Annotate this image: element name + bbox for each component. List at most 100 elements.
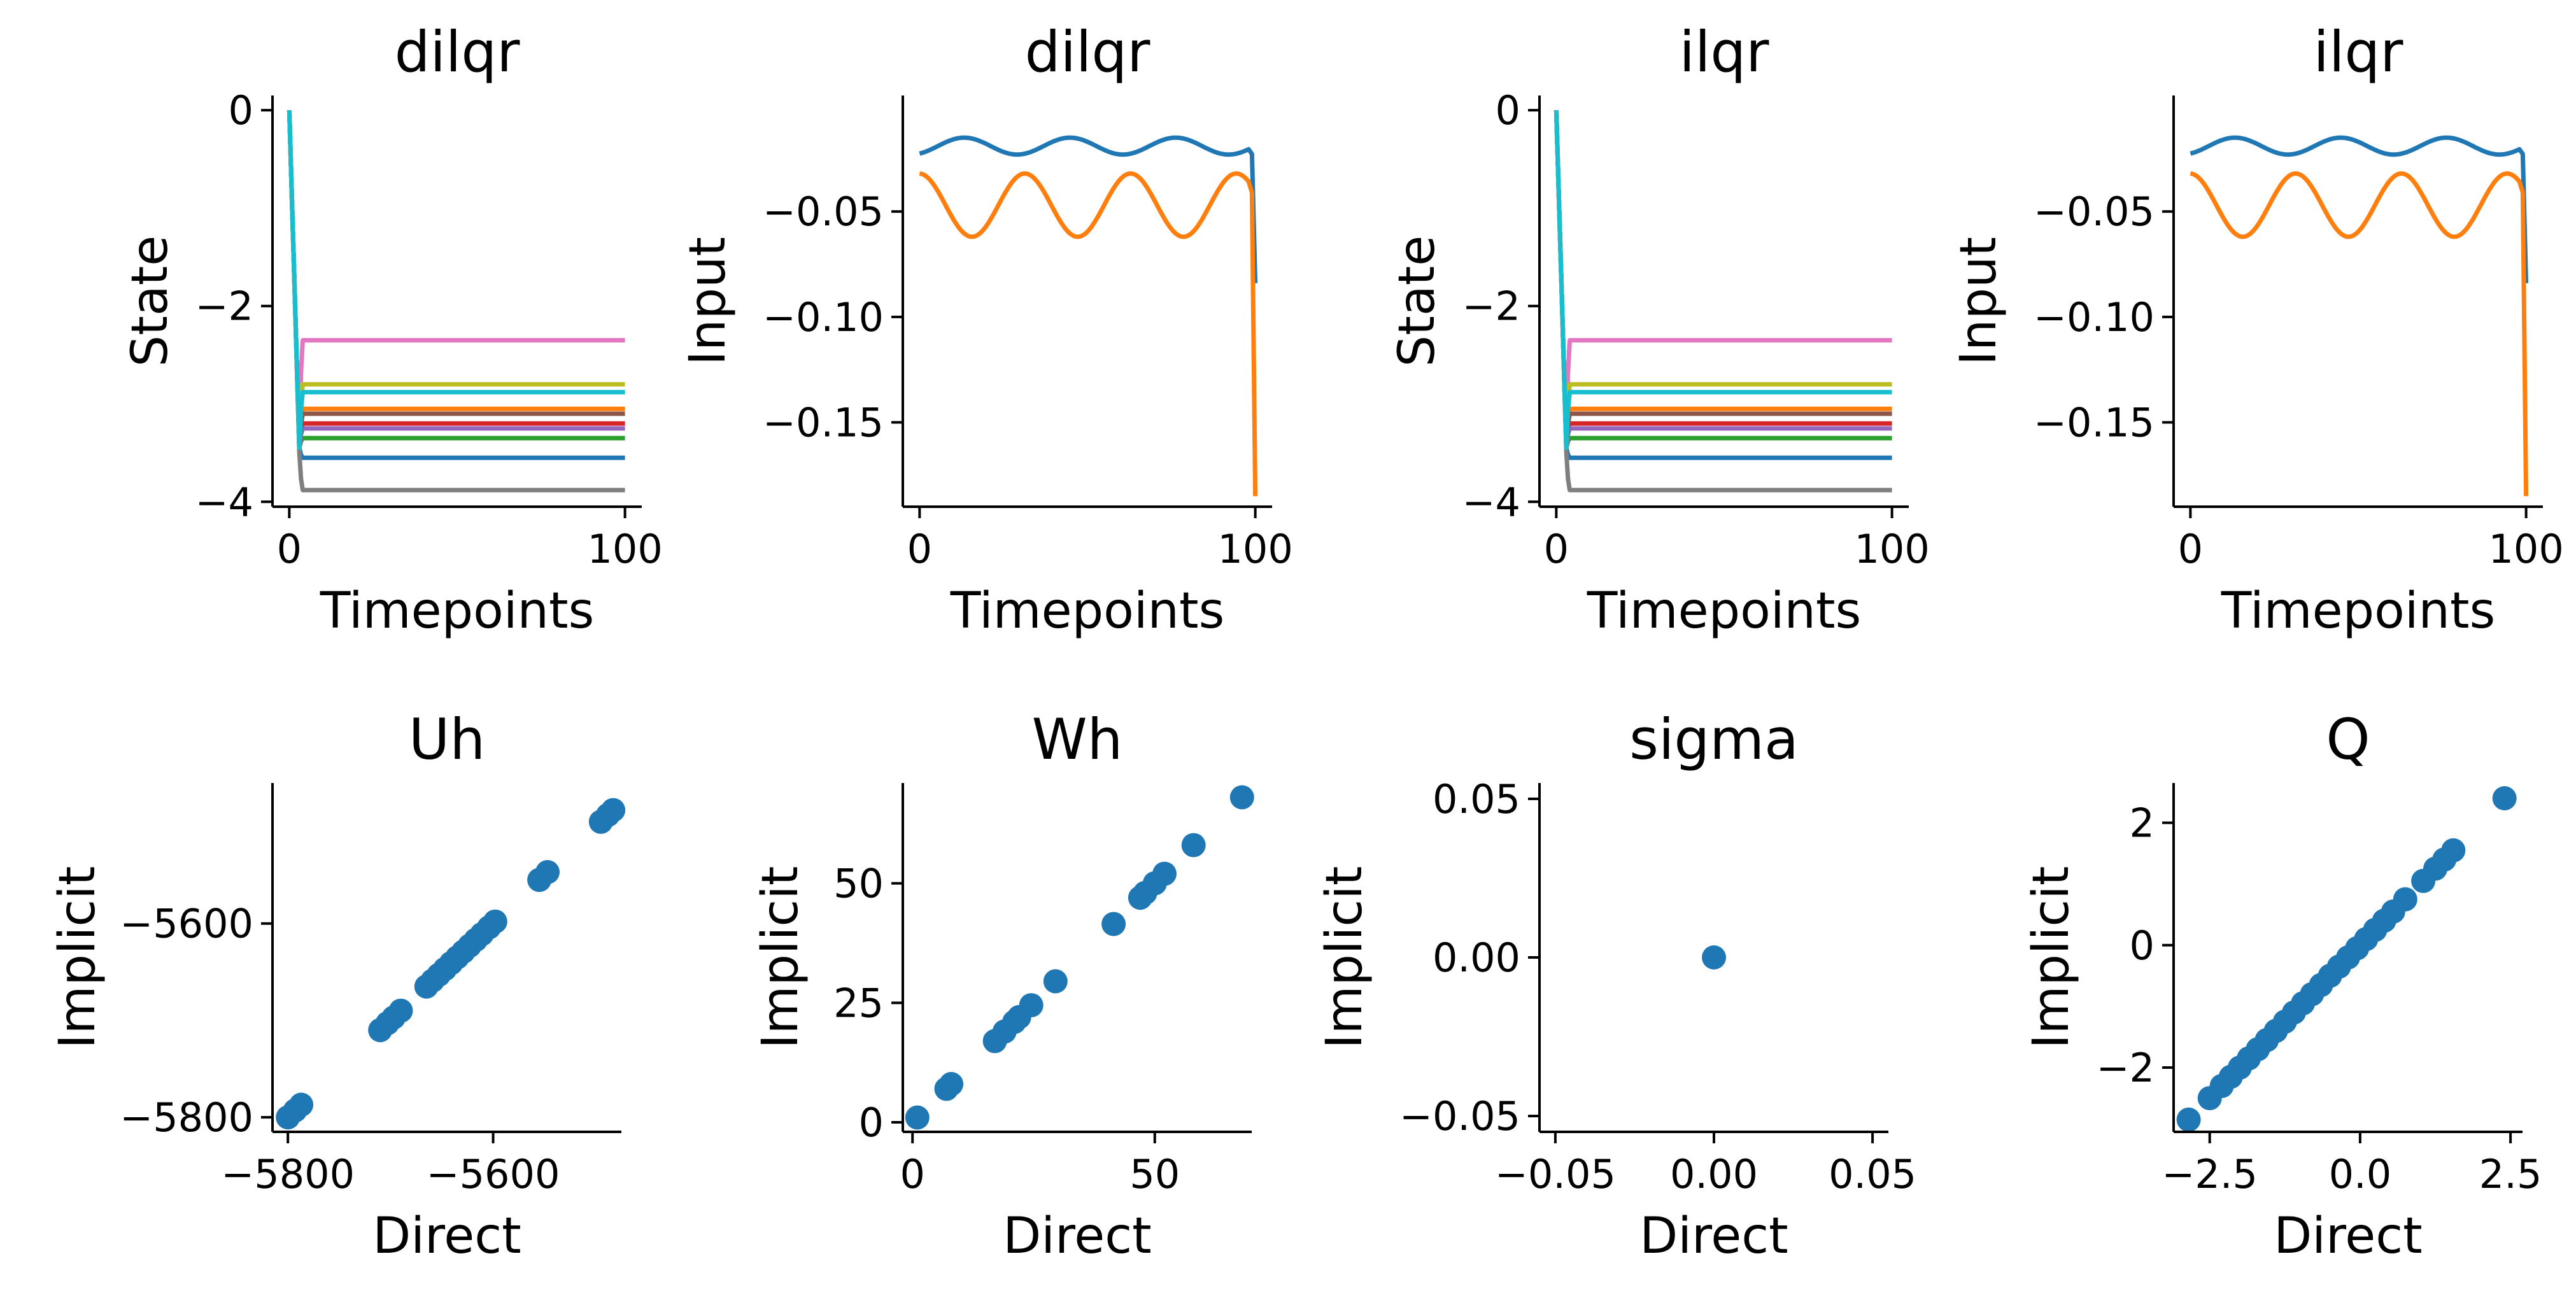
series-line-5 xyxy=(287,109,625,451)
series-line-6 xyxy=(1553,109,1892,451)
y-axis-label: Implicit xyxy=(2023,866,2080,1049)
data-point-9 xyxy=(1101,912,1126,936)
x-axis-label: Direct xyxy=(2274,1208,2423,1265)
data-point-27 xyxy=(2492,786,2517,810)
data-point-22 xyxy=(2393,887,2417,912)
y-axis-label: Input xyxy=(679,237,737,365)
y-tick-label: 0 xyxy=(2130,922,2155,969)
subplot-title: dilqr xyxy=(395,19,521,85)
y-axis-label: Input xyxy=(1950,237,2007,365)
data-point-6 xyxy=(388,998,413,1023)
x-tick-label: 0 xyxy=(1544,526,1569,572)
data-point-23 xyxy=(601,798,626,822)
subplot-p0: 0 100 0 −2 −4 dilqr Timepoints State xyxy=(122,19,663,640)
x-tick-label: 0.0 xyxy=(2329,1151,2392,1197)
data-point-26 xyxy=(2441,838,2466,863)
x-tick-label: 0 xyxy=(277,526,302,572)
series-line-0 xyxy=(2190,135,2529,283)
data-point-14 xyxy=(1181,833,1206,857)
x-tick-label: −2.5 xyxy=(2162,1151,2258,1197)
y-tick-label: −0.05 xyxy=(2034,188,2155,235)
x-tick-label: 0.05 xyxy=(1829,1151,1916,1197)
y-tick-label: −0.15 xyxy=(2034,399,2155,446)
x-tick-label: 0 xyxy=(907,526,932,572)
series-line-1 xyxy=(1553,109,1892,451)
x-axis-label: Direct xyxy=(1003,1208,1152,1265)
x-axis-label: Timepoints xyxy=(1587,582,1861,640)
data-point-18 xyxy=(483,909,507,934)
x-tick-label: 0 xyxy=(900,1151,924,1197)
y-tick-label: −0.05 xyxy=(763,188,884,235)
subplot-p7: −2.5 0.0 2.5 2 0 −2 Q Direct Implicit xyxy=(2023,707,2542,1265)
series-line-3 xyxy=(1553,109,1892,451)
data-point-15 xyxy=(1229,785,1254,810)
series-line-0 xyxy=(1553,109,1892,460)
series-line-1 xyxy=(2190,171,2529,497)
y-tick-label: −0.05 xyxy=(1399,1093,1520,1139)
subplot-p2: 0 100 0 −2 −4 ilqr Timepoints State xyxy=(1389,19,1930,640)
series-line-8 xyxy=(1553,109,1892,451)
y-axis-label: State xyxy=(1389,236,1446,367)
series-line-9 xyxy=(287,109,625,451)
y-tick-label: −5600 xyxy=(120,901,253,947)
x-tick-label: 100 xyxy=(587,526,662,572)
series-line-0 xyxy=(919,135,1258,283)
series-line-1 xyxy=(287,109,625,451)
subplot-title: ilqr xyxy=(1680,19,1770,85)
x-axis-label: Timepoints xyxy=(320,582,594,640)
y-tick-label: 2 xyxy=(2130,800,2155,846)
y-tick-label: 0 xyxy=(859,1099,884,1146)
y-tick-label: −0.10 xyxy=(763,294,884,341)
series-line-4 xyxy=(1553,109,1892,451)
subplot-title: Wh xyxy=(1032,707,1123,772)
x-axis-label: Direct xyxy=(372,1208,521,1265)
x-tick-label: 0.00 xyxy=(1670,1151,1758,1197)
subplot-p4: −5800 −5600 −5600 −5800 Uh Direct Implicit xyxy=(49,707,626,1265)
series-line-8 xyxy=(287,109,625,451)
series-line-7 xyxy=(287,109,625,493)
y-axis-label: Implicit xyxy=(752,866,809,1049)
x-axis-label: Timepoints xyxy=(950,582,1224,640)
x-tick-label: −5800 xyxy=(221,1151,355,1197)
y-tick-label: −2 xyxy=(195,283,253,330)
series-line-9 xyxy=(1553,109,1892,451)
series-line-5 xyxy=(1553,109,1892,451)
subplot-title: dilqr xyxy=(1025,19,1151,85)
series-line-7 xyxy=(1553,109,1892,493)
data-point-20 xyxy=(535,860,560,884)
y-tick-label: 0 xyxy=(229,87,253,134)
data-point-2 xyxy=(289,1092,314,1117)
series-line-6 xyxy=(287,109,625,451)
series-line-2 xyxy=(1553,109,1892,451)
x-tick-label: 100 xyxy=(1217,526,1292,572)
subplot-title: sigma xyxy=(1629,707,1799,772)
subplot-p6: −0.05 0.00 0.05 0.05 0.00 −0.05 sigma Direct Imp… xyxy=(1316,707,1916,1265)
y-tick-label: −2 xyxy=(1462,283,1520,330)
x-tick-label: 100 xyxy=(2488,526,2563,572)
x-axis-label: Direct xyxy=(1639,1208,1788,1265)
x-tick-label: −0.05 xyxy=(1495,1151,1616,1197)
y-tick-label: 25 xyxy=(833,980,884,1026)
y-tick-label: −5800 xyxy=(120,1094,253,1141)
y-axis-label: Implicit xyxy=(1316,866,1373,1049)
data-point-2 xyxy=(939,1071,964,1096)
subplot-title: Q xyxy=(2326,707,2370,772)
data-point-7 xyxy=(1019,993,1044,1018)
y-tick-label: −4 xyxy=(195,479,253,525)
y-tick-label: 0.05 xyxy=(1433,776,1520,822)
subplot-title: Uh xyxy=(409,707,485,772)
subplot-p3: 0 100 −0.05 −0.10 −0.15 ilqr Timepoints Input xyxy=(1950,19,2564,640)
data-point-13 xyxy=(1152,861,1177,886)
series-line-4 xyxy=(287,109,625,451)
series-line-2 xyxy=(287,109,625,451)
data-point-0 xyxy=(905,1105,930,1130)
y-tick-label: 50 xyxy=(833,861,884,907)
data-point-8 xyxy=(1043,969,1068,994)
series-line-1 xyxy=(919,171,1258,497)
y-tick-label: −4 xyxy=(1462,479,1520,525)
series-line-0 xyxy=(287,109,625,460)
y-axis-label: Implicit xyxy=(49,866,106,1049)
y-tick-label: 0.00 xyxy=(1433,935,1520,981)
y-axis-label: State xyxy=(122,236,179,367)
x-tick-label: 50 xyxy=(1129,1151,1180,1197)
